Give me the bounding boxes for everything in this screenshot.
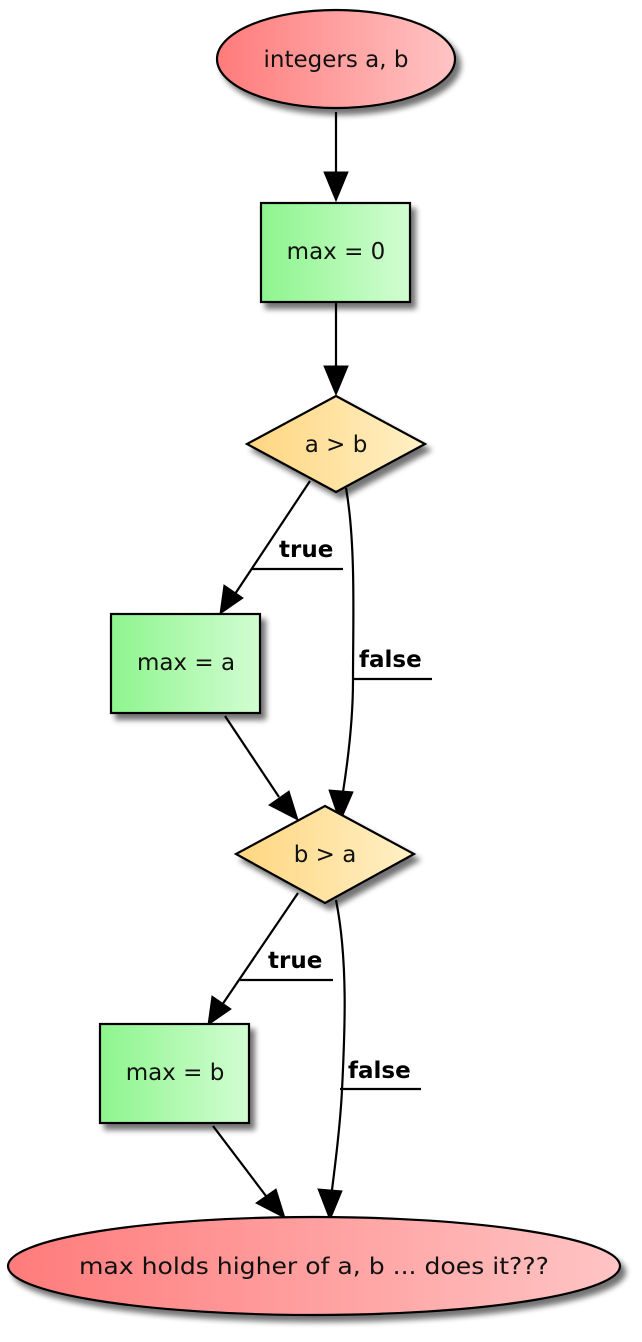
cond2-true-label: true: [268, 948, 322, 974]
edge-cond1-false: [328, 487, 432, 824]
cond2-node: b > a: [233, 804, 417, 905]
cond1-true-label: true: [279, 537, 333, 563]
cond1-node-label: a > b: [305, 432, 368, 458]
assign-a-node: max = a: [109, 612, 262, 715]
edge-assign-b-to-end: [212, 1125, 286, 1219]
init-node-label: max = 0: [287, 239, 386, 265]
edge-start-to-init: [323, 112, 349, 203]
cond2-node-label: b > a: [294, 842, 357, 868]
edge-cond2-false: [317, 899, 421, 1222]
assign-b-node: max = b: [98, 1022, 251, 1125]
end-node: max holds higher of a, b ... does it???: [6, 1215, 622, 1317]
cond2-false-label: false: [348, 1058, 411, 1084]
end-node-label: max holds higher of a, b ... does it???: [79, 1254, 549, 1280]
assign-a-node-label: max = a: [137, 650, 235, 676]
start-node: integers a, b: [215, 8, 457, 110]
cond1-false-label: false: [359, 647, 422, 673]
start-node-label: integers a, b: [264, 47, 409, 73]
edge-init-to-cond1: [323, 302, 349, 397]
cond1-node: a > b: [244, 394, 428, 494]
edge-cond1-true: [219, 480, 343, 616]
edge-cond2-true: [207, 892, 333, 1027]
init-node: max = 0: [259, 201, 412, 304]
assign-b-node-label: max = b: [126, 1060, 225, 1086]
edge-assign-a-to-cond2: [224, 715, 299, 821]
